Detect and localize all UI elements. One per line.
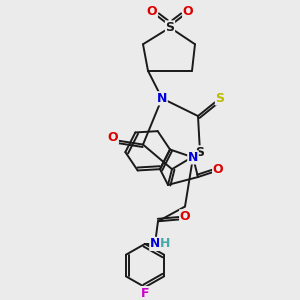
Text: O: O: [147, 5, 157, 18]
Text: H: H: [160, 237, 170, 250]
Text: S: S: [166, 21, 175, 34]
Text: O: O: [108, 131, 118, 144]
Text: N: N: [188, 151, 198, 164]
Text: O: O: [183, 5, 193, 18]
Text: S: S: [196, 146, 205, 159]
Text: O: O: [180, 210, 190, 223]
Text: S: S: [215, 92, 224, 105]
Text: F: F: [141, 286, 149, 300]
Text: N: N: [157, 92, 167, 105]
Text: N: N: [150, 237, 160, 250]
Text: O: O: [213, 163, 223, 176]
